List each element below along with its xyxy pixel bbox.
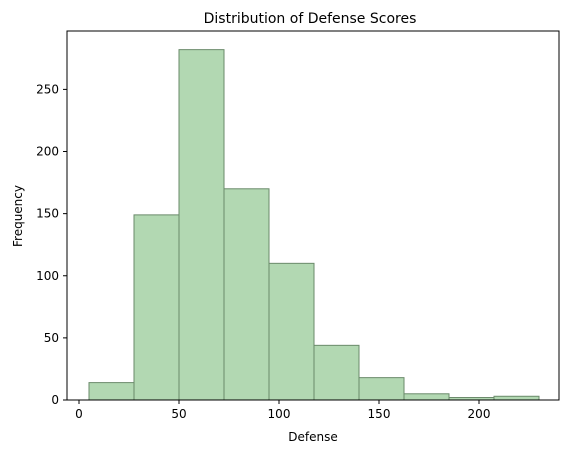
- chart-title: Distribution of Defense Scores: [204, 11, 417, 27]
- histogram-bar-5: [268, 262, 315, 401]
- plot-area: 0 50 100 150 200 0 50 100 150 200 250: [36, 30, 560, 421]
- y-tick-label: 0: [51, 393, 59, 407]
- histogram-bar-2: [133, 214, 180, 401]
- x-tick-label: 150: [368, 407, 391, 421]
- x-tick-label: 200: [468, 407, 491, 421]
- x-tick-label: 0: [75, 407, 83, 421]
- y-axis-label: Frequency: [11, 185, 25, 247]
- y-tick-label: 150: [36, 207, 59, 221]
- histogram-bar-7: [358, 377, 405, 401]
- histogram-bar-10: [493, 395, 540, 401]
- histogram-bar-6: [313, 344, 360, 401]
- histogram-bar-1: [88, 382, 135, 401]
- x-axis-label: Defense: [288, 430, 337, 444]
- y-tick-label: 250: [36, 82, 59, 96]
- x-tick-label: 50: [171, 407, 186, 421]
- histogram-bar-4: [223, 188, 270, 401]
- y-tick-label: 100: [36, 269, 59, 283]
- plot-frame: [66, 30, 560, 401]
- x-tick-label: 100: [268, 407, 291, 421]
- histogram-bar-8: [403, 393, 450, 401]
- histogram-bar-3: [178, 49, 225, 401]
- y-tick-label: 50: [44, 331, 59, 345]
- y-tick-label: 200: [36, 145, 59, 159]
